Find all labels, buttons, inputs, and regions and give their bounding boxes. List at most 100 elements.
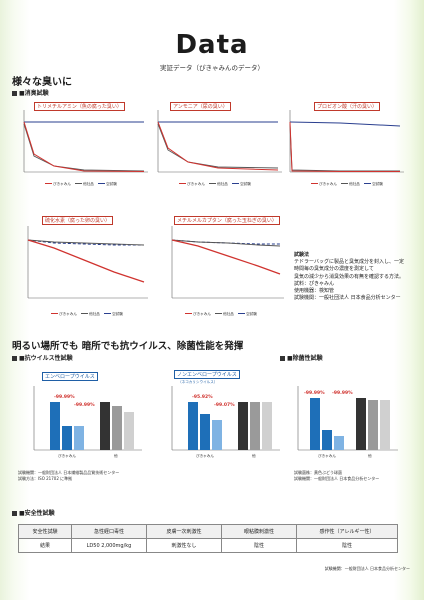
bar-dark-blank: [356, 398, 366, 450]
safety-table: 安全性試験 急性経口毒性 皮膚一次刺激性 眼粘膜刺激性 感作性（アレルギー性） …: [18, 524, 398, 553]
table-header-cell: 感作性（アレルギー性）: [296, 524, 398, 539]
table-header-cell: 安全性試験: [18, 524, 72, 539]
series-blank: [27, 239, 144, 246]
section-deodor-test: ■消臭試験: [12, 88, 49, 97]
odor-chart-3-legend: ぴきゃみん 他社品 空試験: [308, 182, 383, 187]
pct-label-2: -99.99%: [74, 402, 95, 408]
page-title: Data: [175, 30, 249, 60]
section-heading-odors: 様々な臭いに: [12, 77, 72, 88]
odor-chart-5-label: メチルメルカプタン（腐った玉ねぎの臭い）: [174, 216, 280, 225]
odor-chart-3: プロピオン酸（汗の臭い） ぴきゃみん 他社品 空試験: [280, 100, 410, 192]
table-cell: 陰性: [221, 538, 297, 553]
odor-chart-1-legend: ぴきゃみん 他社品 空試験: [42, 182, 117, 187]
table-header-cell: 皮膚一次刺激性: [146, 524, 222, 539]
group-label-bright: ぴきゃみん: [318, 454, 336, 458]
info-line: 臭気の減少から消臭効果の有無を確認する方法。: [294, 273, 405, 280]
pct-label-1: -99.99%: [304, 390, 325, 396]
odor-chart-3-label: プロピオン酸（汗の臭い）: [314, 102, 381, 111]
odor-chart-2-label: アンモニア（尿の臭い）: [170, 102, 231, 111]
series-other: [23, 123, 145, 172]
table-cell: 陰性: [296, 538, 398, 553]
bar-bright-main: [322, 430, 332, 450]
info-line: テドラーバッグに製品と臭気成分を封入し、一定: [294, 259, 404, 266]
odor-chart-5-legend: ぴきゃみん 他社品 空試験: [182, 312, 257, 317]
antivirus-chart-2-svg: -95.92% -99.07%: [171, 386, 280, 451]
pct-label-1: -95.92%: [192, 394, 213, 400]
antivirus-chart-1-title: エンベロープウイルス: [42, 372, 98, 381]
test-method-info: 試験法 テドラーバッグに製品と臭気成分を封入し、一定 時間毎の臭気成分の濃度を測…: [294, 252, 414, 302]
odor-chart-1: トリメチルアミン（魚の腐った臭い） ぴきゃみん 他社品 空試験: [14, 100, 154, 192]
odor-chart-5: メチルメルカプタン（腐った玉ねぎの臭い） ぴきゃみん 他社品 空試験: [158, 212, 288, 322]
group-label-dark: 他: [252, 454, 256, 458]
odor-chart-2: アンモニア（尿の臭い） ぴきゃみん 他社品 空試験: [148, 100, 288, 192]
bar-bright-other: [212, 420, 222, 450]
antivirus-chart-1: -99.99% -99.99% エンベロープウイルス ぴきゃみん 他: [14, 366, 144, 466]
info-heading: 試験法: [294, 252, 310, 258]
antivirus-notes: 試験機関：一般財団法人 日本繊維製品品質技術センター 試験方法：ISO 2170…: [18, 470, 268, 481]
series-other: [289, 123, 400, 172]
odor-chart-5-svg: [171, 226, 284, 299]
series-blank: [289, 121, 401, 127]
note-line: 試験方法：ISO 21702 に準拠: [18, 475, 73, 481]
antivirus-chart-2-subtitle: （ネコカリシウイルス）: [178, 380, 218, 384]
table-header-cell: 急性経口毒性: [71, 524, 147, 539]
group-label-dark: 他: [368, 454, 372, 458]
table-cell: LD50 2,000mg/kg: [71, 538, 147, 553]
series-main: [289, 121, 400, 172]
odor-chart-1-label: トリメチルアミン（魚の腐った臭い）: [34, 102, 125, 111]
series-other: [157, 123, 279, 169]
group-label-dark: 他: [114, 454, 118, 458]
section-antibac-test: ■除菌性試験: [280, 353, 323, 362]
page-subtitle: 実証データ（ぴきゃみんのデータ）: [160, 64, 264, 72]
odor-chart-2-legend: ぴきゃみん 他社品 空試験: [176, 182, 251, 187]
series-main: [157, 121, 279, 171]
pct-label-1: -99.99%: [54, 394, 75, 400]
odor-chart-2-svg: [157, 110, 282, 173]
odor-chart-4-label: 硫化水素（腐った卵の臭い）: [42, 216, 114, 225]
info-line: 時間毎の臭気成分の濃度を測定して: [294, 266, 374, 273]
bar-dark-main: [368, 400, 378, 450]
bar-dark-main: [250, 402, 260, 450]
series-other: [171, 239, 281, 247]
odor-chart-4: 硫化水素（腐った卵の臭い） ぴきゃみん 他社品 空試験: [14, 212, 154, 322]
safety-footer: 試験機関：一般財団法人 日本食品分析センター: [324, 566, 410, 571]
bar-bright-blank: [188, 402, 198, 450]
series-other: [27, 239, 145, 246]
table-cell: 結果: [18, 538, 72, 553]
page: Data 実証データ（ぴきゃみんのデータ） 様々な臭いに ■消臭試験 トリメチル…: [8, 0, 416, 600]
bar-dark-other: [380, 400, 390, 450]
antivirus-chart-1-svg: -99.99% -99.99%: [33, 386, 142, 451]
group-label-bright: ぴきゃみん: [196, 454, 214, 458]
bar-dark-other: [124, 412, 134, 450]
antibac-notes: 試験菌株：黄色ぶどう球菌 試験機関：一般財団法人 日本食品分析センター: [294, 470, 410, 481]
bar-bright-blank: [50, 402, 60, 450]
antibac-chart-svg: -99.99% -99.99%: [297, 386, 398, 451]
series-main: [23, 121, 145, 172]
pct-label-2: -99.07%: [214, 402, 235, 408]
table-row: 結果 LD50 2,000mg/kg 刺激性なし 陰性 陰性: [18, 538, 398, 553]
bar-dark-main: [112, 406, 122, 450]
info-line: 試料：ぴきゃみん: [294, 280, 335, 287]
note-line: 試験機関：一般財団法人 日本繊維製品品質技術センター: [18, 470, 120, 475]
bar-dark-blank: [100, 402, 110, 450]
table-header-cell: 眼粘膜刺激性: [221, 524, 297, 539]
info-line: 試験機関：一般社団法人 日本食品分析センター: [294, 295, 401, 302]
bar-bright-other: [74, 426, 84, 450]
group-label-bright: ぴきゃみん: [58, 454, 76, 458]
odor-chart-1-svg: [23, 110, 148, 173]
bar-bright-blank: [310, 398, 320, 450]
series-main: [27, 239, 145, 283]
section-safety-test: ■安全性試験: [12, 508, 55, 517]
info-line: 使用機器：検知管: [294, 288, 335, 295]
bar-bright-main: [62, 426, 72, 450]
pct-label-2: -99.99%: [332, 390, 353, 396]
antivirus-chart-2: -95.92% -99.07% ノンエンベロープウイルス （ネコカリシウイルス）…: [152, 366, 282, 466]
bar-bright-other: [334, 436, 344, 450]
odor-chart-3-svg: [289, 110, 404, 173]
bar-dark-other: [262, 402, 272, 450]
section-antivirus-test: ■抗ウイルス性試験: [12, 353, 73, 362]
bar-bright-main: [200, 414, 210, 450]
bar-dark-blank: [238, 402, 248, 450]
antibac-chart: -99.99% -99.99% ぴきゃみん 他: [282, 366, 404, 466]
section-heading-antivirus: 明るい場所でも 暗所でも抗ウイルス、除菌性能を発揮: [12, 341, 244, 352]
